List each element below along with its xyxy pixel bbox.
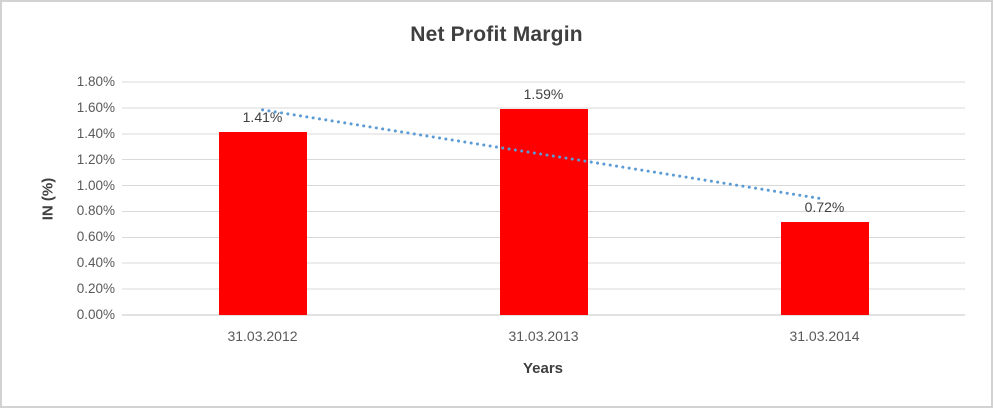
bar [218,132,307,315]
y-tick-label: 1.60% [76,99,115,115]
bar [780,221,869,315]
y-tick-label: 0.80% [76,203,115,219]
y-tick-label: 0.40% [76,255,115,271]
data-label: 1.59% [523,86,564,103]
x-tick-label: 31.03.2012 [227,328,298,344]
data-label: 1.41% [242,109,283,126]
y-tick-label: 0.00% [76,307,115,322]
y-tick-label: 1.80% [76,74,115,89]
x-tick-label: 31.03.2013 [508,328,579,344]
y-tick-label: 0.20% [76,281,115,297]
y-tick-label: 0.60% [76,229,115,245]
y-tick-label: 1.00% [76,177,115,193]
bar [499,109,588,315]
chart-title: Net Profit Margin [410,23,583,46]
x-tick-label: 31.03.2014 [789,328,860,344]
y-tick-label: 1.40% [76,125,115,141]
x-axis-title: Years [522,360,564,377]
data-label: 0.72% [804,198,845,215]
y-tick-label: 1.20% [76,151,115,167]
